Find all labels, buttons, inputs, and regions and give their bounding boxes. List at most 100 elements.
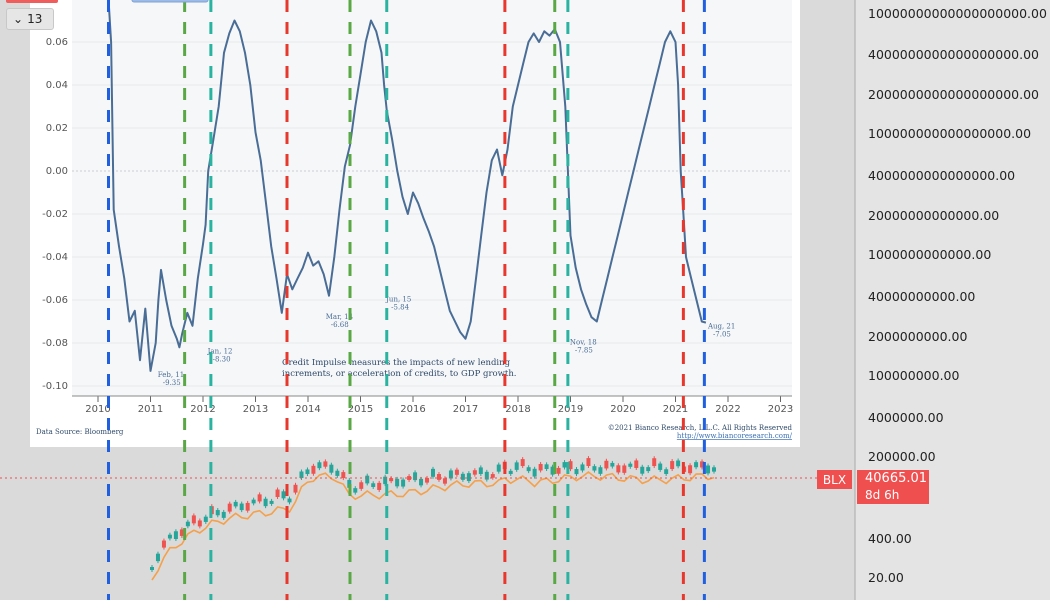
candle-body [281, 491, 286, 499]
candle-body [197, 520, 202, 527]
x-tick-label: 2011 [138, 404, 163, 415]
candle-body [191, 515, 196, 524]
bar-countdown: 8d 6h [865, 488, 900, 502]
candle-body [472, 470, 477, 475]
price-scale-label: 40000000000.00 [868, 289, 976, 304]
price-scale-label: 4000000000000000000.00 [868, 47, 1039, 62]
collapse-button[interactable]: ⌄ 13 [6, 8, 54, 30]
point-label-value: -7.85 [575, 347, 593, 355]
data-source-label: Data Source: Bloomberg [36, 428, 124, 436]
candle-body [478, 467, 483, 475]
candle-body [568, 461, 573, 470]
candle-body [712, 467, 716, 472]
candle-body [454, 469, 459, 475]
x-tick-label: 2015 [348, 404, 373, 415]
candle-body [395, 478, 400, 487]
candle-body [371, 483, 376, 487]
candle-body [287, 498, 292, 503]
candle-body [634, 460, 639, 468]
grid-lines [72, 41, 792, 387]
x-tick-label: 2021 [663, 404, 688, 415]
candle-body [233, 501, 238, 507]
candle-body [586, 458, 591, 467]
candle-body [496, 464, 501, 472]
candle-body [628, 463, 633, 467]
candle-body [173, 531, 178, 540]
plot-area [72, 0, 792, 396]
candle-body [203, 516, 208, 522]
candle-body [227, 503, 232, 512]
candle-body [150, 567, 154, 570]
price-scale-label: 100000000.00 [868, 368, 960, 383]
candle-body [377, 482, 382, 490]
candle-body [155, 553, 160, 562]
candle-body [431, 468, 435, 477]
chevron-down-icon: ⌄ [13, 12, 24, 26]
x-tick-label: 2010 [85, 404, 110, 415]
symbol-tag[interactable]: BLX [817, 470, 852, 489]
candle-body [448, 470, 453, 479]
annotation-line-1: Credit Impulse measures the impacts of n… [282, 358, 511, 368]
y-tick-label: 0.04 [46, 80, 68, 91]
candle-body [347, 479, 352, 488]
tab-red[interactable] [6, 0, 58, 3]
y-tick-label: 0.02 [46, 123, 68, 134]
blx-candles [150, 456, 716, 572]
price-scale-label: 10000000000000000000.00 [868, 6, 1047, 21]
candle-body [269, 500, 274, 504]
y-tick-label: -0.04 [42, 252, 68, 263]
candle-body [167, 534, 172, 539]
candle-body [293, 484, 298, 493]
y-tick-label: -0.08 [42, 338, 68, 349]
source-url-link[interactable]: http://www.biancoresearch.com/ [677, 432, 793, 440]
candle-body [694, 462, 699, 468]
x-tick-label: 2018 [505, 404, 530, 415]
candle-body [407, 476, 412, 480]
candle-body [389, 478, 394, 482]
collapse-count: 13 [27, 12, 43, 26]
last-price-badge: 40665.01 8d 6h [857, 470, 929, 504]
x-tick-label: 2013 [243, 404, 268, 415]
candle-body [526, 467, 531, 472]
point-label-value: -5.84 [391, 304, 409, 312]
price-scale-label: 2000000000000000000.00 [868, 87, 1039, 102]
candle-body [436, 474, 441, 480]
candle-body [317, 462, 322, 469]
candle-body [640, 466, 645, 474]
candle-body [508, 470, 513, 474]
candle-body [425, 477, 430, 483]
candle-body [239, 503, 244, 511]
x-tick-label: 2012 [190, 404, 215, 415]
point-label-date: Nov, 18 [570, 339, 597, 347]
candle-body [329, 464, 334, 473]
copyright-label: ©2021 Bianco Research, L.L.C. All Rights… [608, 424, 793, 432]
tab-blue[interactable] [131, 0, 209, 3]
candle-body [598, 467, 603, 474]
price-scale-label: 4000000.00 [868, 410, 944, 425]
candle-body [245, 502, 250, 511]
candle-body [442, 478, 447, 484]
x-tick-label: 2014 [295, 404, 320, 415]
candle-body [514, 462, 519, 470]
candle-body [688, 465, 693, 474]
candle-body [676, 460, 681, 467]
candle-body [419, 478, 424, 486]
x-tick-label: 2023 [768, 404, 793, 415]
candle-body [670, 461, 675, 470]
price-scale-label: 20.00 [868, 570, 904, 585]
candle-body [251, 499, 256, 504]
x-tick-label: 2016 [400, 404, 425, 415]
candle-body [305, 469, 310, 475]
candle-body [460, 473, 465, 480]
candle-body [610, 462, 615, 467]
price-scale-label: 20000000000000.00 [868, 208, 1000, 223]
candle-body [604, 460, 609, 469]
candle-body [323, 461, 328, 467]
point-label-date: Aug, 21 [707, 323, 735, 331]
candle-body [413, 472, 418, 481]
candle-body [221, 511, 226, 518]
candle-body [365, 475, 370, 484]
annotation-line-2: increments, or acceleration of credits, … [282, 369, 517, 379]
